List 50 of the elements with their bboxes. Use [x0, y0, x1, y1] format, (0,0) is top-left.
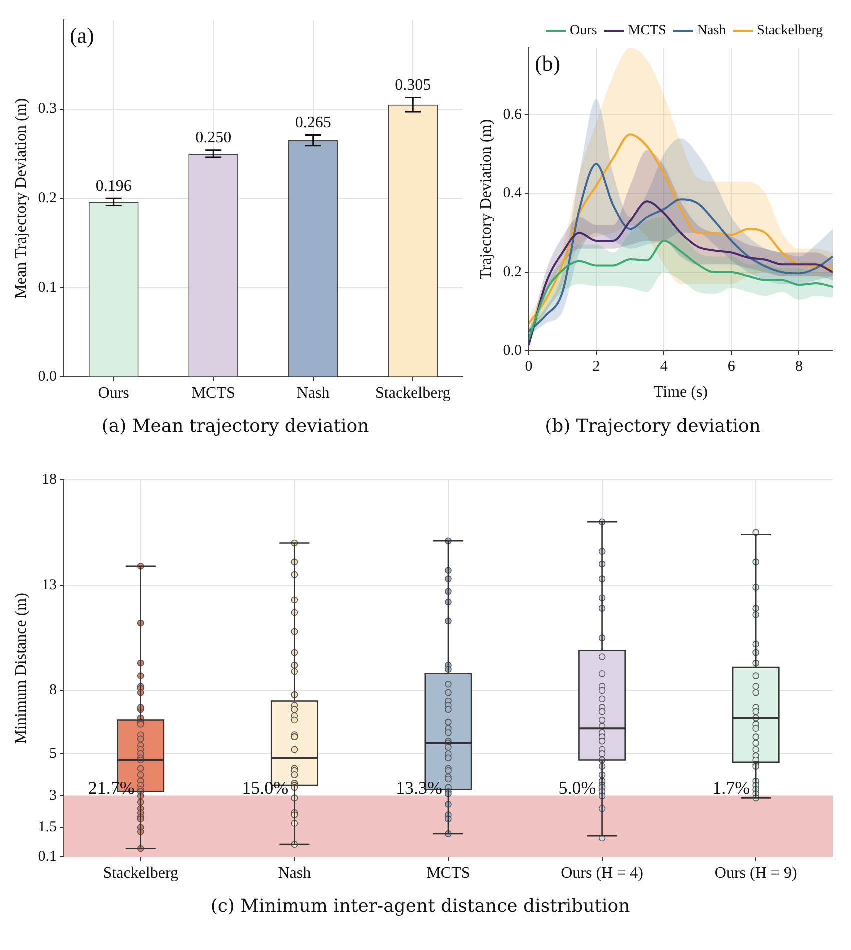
y-axis-title: Trajectory Deviation (m) [478, 119, 495, 280]
x-tick-label: 4 [660, 359, 668, 376]
data-label: 0.305 [395, 76, 432, 94]
annotation: 1.7% [712, 778, 750, 798]
text: (b) Trajectory deviation [545, 416, 762, 437]
legend-label: MCTS [628, 24, 666, 39]
x-tick-label: 6 [728, 359, 736, 376]
y-tick-label: 0.0 [503, 343, 522, 360]
x-tick-label: 2 [592, 359, 600, 376]
y-tick-label: 0.1 [38, 849, 57, 866]
data-label: 0.250 [196, 130, 232, 147]
y-tick-label: 0.2 [38, 190, 57, 207]
y-tick-label: 0.3 [38, 101, 57, 118]
x-tick-label: Nash [296, 385, 330, 402]
x-tick-label: Nash [278, 865, 312, 882]
annotation: (b) [534, 50, 561, 76]
y-tick-label: 0.2 [503, 264, 522, 280]
y-axis-title: Mean Trajectory Deviation (m) [12, 98, 30, 299]
y-axis-title: Minimum Distance (m) [12, 593, 30, 744]
x-axis-title: Time (s) [654, 384, 708, 402]
y-tick-label: 0.0 [38, 369, 57, 386]
data-label: 0.196 [96, 178, 132, 195]
x-tick-label: 0 [525, 359, 533, 376]
y-tick-label: 1.5 [38, 820, 57, 836]
y-tick-label: 0.4 [503, 186, 522, 202]
text: (c) Minimum inter-agent distance distribution [210, 896, 631, 917]
text: (a) Mean trajectory deviation [102, 416, 370, 437]
x-tick-label: MCTS [192, 385, 236, 402]
y-tick-label: 0.1 [38, 280, 57, 296]
y-tick-label: 18 [42, 472, 57, 488]
annotation: (a) [70, 22, 94, 48]
x-tick-label: Ours (H = 4) [561, 865, 644, 882]
y-tick-label: 8 [49, 682, 57, 699]
annotation: 15.0% [242, 778, 289, 798]
x-tick-label: Ours [98, 385, 130, 402]
annotation: 5.0% [558, 778, 596, 798]
x-tick-label: Stackelberg [376, 385, 451, 402]
annotation: 13.3% [396, 778, 442, 798]
y-tick-label: 13 [42, 577, 57, 594]
data-label: 0.265 [295, 114, 332, 132]
x-tick-label: 8 [795, 359, 803, 376]
x-tick-label: Ours (H = 9) [714, 865, 798, 882]
x-tick-label: MCTS [426, 865, 470, 882]
y-tick-label: 0.6 [503, 106, 522, 123]
legend-label: Nash [697, 24, 726, 39]
legend-label: Stackelberg [757, 24, 824, 39]
y-tick-label: 5 [49, 746, 57, 762]
y-tick-label: 3 [49, 788, 57, 804]
x-tick-label: Stackelberg [103, 865, 178, 882]
legend-label: Ours [570, 24, 598, 39]
